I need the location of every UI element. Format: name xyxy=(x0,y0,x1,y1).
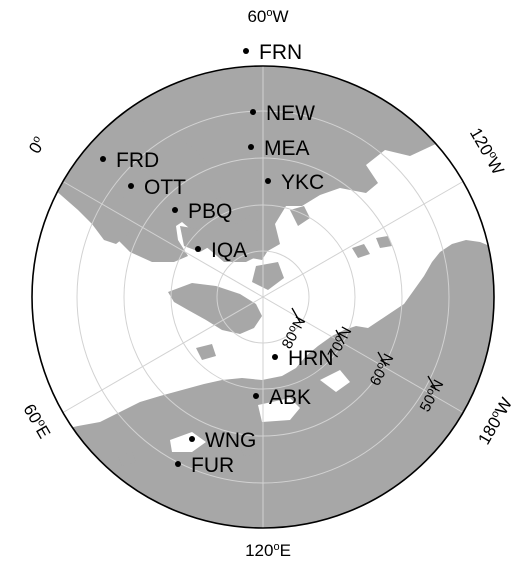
lon-label-0: 0o xyxy=(25,134,49,157)
lon-label-60e: 60oE xyxy=(19,401,54,442)
station-label: FUR xyxy=(191,454,234,477)
station-pbq: PBQ xyxy=(172,200,232,223)
island-7 xyxy=(352,244,370,258)
island-10 xyxy=(240,444,256,456)
station-label: PBQ xyxy=(188,200,232,223)
map-boundary xyxy=(31,65,495,529)
station-label: WNG xyxy=(205,429,256,452)
station-label: IQA xyxy=(211,239,247,262)
lon-label-60w: 60oW xyxy=(247,7,288,26)
arctic-island-1 xyxy=(196,196,252,224)
station-marker xyxy=(250,109,256,115)
station-ykc: YKC xyxy=(265,171,324,194)
graticule xyxy=(62,66,464,528)
station-marker xyxy=(248,144,254,150)
lon-label-120w: 120oW xyxy=(466,125,508,178)
station-label: NEW xyxy=(266,102,315,125)
station-label: ABK xyxy=(269,386,311,409)
station-label: MEA xyxy=(264,137,310,160)
lon-label-120e: 120oE xyxy=(245,541,291,560)
station-frn: FRN xyxy=(243,41,302,64)
island-8 xyxy=(376,236,392,248)
svalbard-landmass xyxy=(168,283,262,334)
station-label: OTT xyxy=(144,176,186,199)
station-mea: MEA xyxy=(248,137,310,160)
arctic-island-2 xyxy=(180,226,214,252)
station-marker xyxy=(272,354,278,360)
station-marker xyxy=(100,156,106,162)
station-marker xyxy=(128,183,134,189)
station-label: YKC xyxy=(281,171,324,194)
station-frd: FRD xyxy=(100,149,159,172)
station-label: FRD xyxy=(116,149,159,172)
meridian-120w-60e xyxy=(62,181,464,413)
station-iqa: IQA xyxy=(195,239,247,262)
station-marker xyxy=(195,246,201,252)
station-label: HRN xyxy=(288,347,334,370)
lat-label-80n: 80oN xyxy=(278,314,310,352)
arctic-island-4 xyxy=(252,262,284,290)
island-6 xyxy=(196,344,216,360)
station-marker xyxy=(253,393,259,399)
station-fur: FUR xyxy=(175,454,234,477)
arctic-island-3 xyxy=(232,230,272,260)
island-9 xyxy=(118,452,136,466)
latitude-ticks xyxy=(291,307,437,391)
station-marker xyxy=(265,178,271,184)
station-marker xyxy=(175,461,181,467)
station-label: FRN xyxy=(259,41,302,64)
lat-label-70n: 70oN xyxy=(324,324,356,362)
station-hrn: HRN xyxy=(272,347,334,370)
station-marker xyxy=(243,48,249,54)
station-marker xyxy=(172,207,178,213)
station-wng: WNG xyxy=(189,429,256,452)
station-abk: ABK xyxy=(253,386,311,409)
station-new: NEW xyxy=(250,102,315,125)
landmasses xyxy=(40,66,494,528)
lon-label-180w: 180oW xyxy=(474,395,516,448)
station-marker xyxy=(189,436,195,442)
station-ott: OTT xyxy=(128,176,186,199)
